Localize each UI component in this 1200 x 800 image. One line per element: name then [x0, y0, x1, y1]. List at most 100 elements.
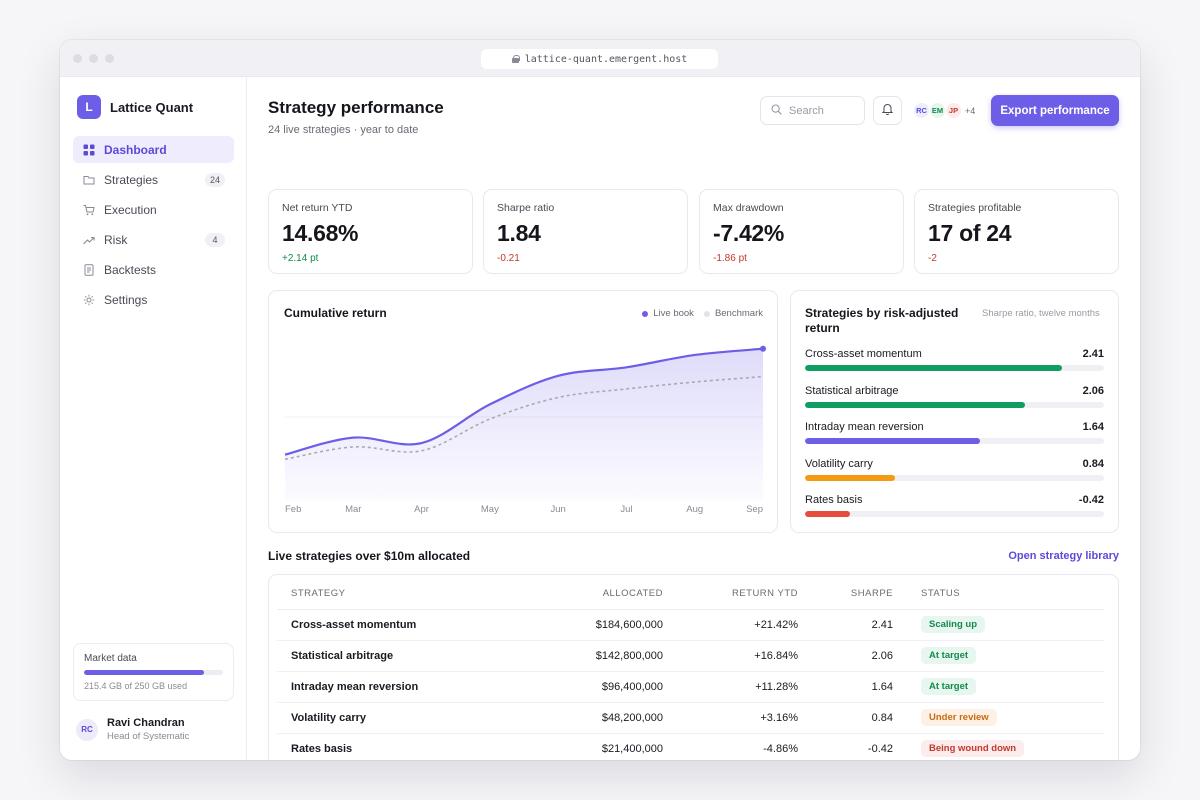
- kpi-delta: +2.14 pt: [282, 253, 319, 264]
- minimize-window-dot[interactable]: [89, 54, 98, 63]
- status-badge: Scaling up: [921, 616, 986, 633]
- ranking-row[interactable]: Cross-asset momentum 2.41: [805, 348, 1104, 385]
- sidebar-item-execution[interactable]: Execution: [73, 196, 234, 223]
- allocated-cell: $96,400,000: [497, 671, 677, 703]
- brand[interactable]: L Lattice Quant: [77, 95, 193, 119]
- chart-legend: Live book Benchmark: [642, 308, 763, 319]
- ranking-name: Volatility carry: [805, 457, 873, 470]
- ranking-value: 1.64: [1082, 421, 1104, 433]
- ranking-bar-track: [805, 511, 1104, 517]
- status-badge: At target: [921, 647, 977, 664]
- kpi-card-max-drawdown: Max drawdown -7.42% -1.86 pt: [699, 189, 904, 274]
- strategy-name: Cross-asset momentum: [277, 609, 497, 641]
- collaborator-avatars[interactable]: RC EM JP +4: [913, 102, 975, 119]
- column-header-return-ytd[interactable]: RETURN YTD: [677, 578, 812, 610]
- column-header-allocated[interactable]: ALLOCATED: [497, 578, 677, 610]
- export-performance-button[interactable]: Export performance: [991, 95, 1119, 126]
- ranking-bar: [805, 474, 895, 481]
- x-tick-label: Mar: [345, 504, 361, 515]
- sidebar-item-dashboard[interactable]: Dashboard: [73, 136, 234, 163]
- trend-icon: [83, 234, 95, 246]
- kpi-delta: -1.86 pt: [713, 253, 747, 264]
- strategies-table-card: STRATEGY ALLOCATED RETURN YTD SHARPE STA…: [268, 574, 1119, 760]
- sidebar-item-settings[interactable]: Settings: [73, 286, 234, 313]
- ranking-row[interactable]: Statistical arbitrage 2.06: [805, 385, 1104, 422]
- maximize-window-dot[interactable]: [105, 54, 114, 63]
- sidebar-item-backtests[interactable]: Backtests: [73, 256, 234, 283]
- ranking-bar-track: [805, 474, 1104, 481]
- status-cell: Under review: [907, 702, 1104, 734]
- status-badge: Under review: [921, 709, 997, 726]
- legend-label: Live book: [653, 308, 694, 319]
- column-header-sharpe[interactable]: SHARPE: [812, 578, 907, 610]
- address-bar[interactable]: lattice-quant.emergent.host: [481, 49, 718, 69]
- legend-item-live: Live book: [642, 308, 694, 319]
- kpi-delta: -2: [928, 253, 937, 264]
- gear-icon: [83, 294, 95, 306]
- ranking-bar-track: [805, 365, 1104, 371]
- ranking-row[interactable]: Intraday mean reversion 1.64: [805, 421, 1104, 458]
- kpi-label: Net return YTD: [282, 202, 353, 214]
- more-avatars-count: +4: [965, 105, 976, 116]
- user-profile[interactable]: RC Ravi Chandran Head of Systematic: [76, 717, 189, 742]
- return-cell: -4.86%: [763, 742, 798, 755]
- ranking-value: 2.41: [1082, 348, 1104, 360]
- open-strategy-library-link[interactable]: Open strategy library: [1008, 550, 1119, 562]
- kpi-value: -7.42%: [713, 220, 785, 246]
- sidebar-item-label: Backtests: [104, 262, 157, 277]
- ranking-bar: [805, 401, 1025, 408]
- ranking-name: Cross-asset momentum: [805, 348, 922, 360]
- avatar: RC: [76, 718, 98, 741]
- kpi-card-sharpe-ratio: Sharpe ratio 1.84 -0.21: [483, 189, 688, 274]
- close-window-dot[interactable]: [73, 54, 82, 63]
- table-row[interactable]: Rates basis $21,400,000 -4.86% -0.42 Bei…: [277, 733, 1104, 760]
- sidebar: L Lattice Quant Dashboard Strategies 24: [60, 77, 247, 760]
- cumulative-return-card: Feb Mar Apr May Jun Jul Aug Sep Cumulative retu…: [268, 290, 778, 533]
- column-header-strategy[interactable]: STRATEGY: [277, 578, 497, 610]
- cart-icon: [83, 204, 95, 216]
- table-row[interactable]: Cross-asset momentum $184,600,000 +21.42…: [277, 609, 1104, 641]
- sidebar-nav: Dashboard Strategies 24 Execution Risk: [73, 136, 234, 316]
- ranking-row[interactable]: Volatility carry 0.84: [805, 458, 1104, 495]
- user-role: Head of Systematic: [107, 731, 190, 742]
- brand-name: Lattice Quant: [110, 99, 194, 115]
- browser-titlebar: lattice-quant.emergent.host: [60, 40, 1140, 77]
- folder-icon: [83, 174, 95, 186]
- main-content: Strategy performance 24 live strategies …: [248, 77, 1140, 760]
- x-tick-label: Sep: [746, 504, 763, 515]
- table-row[interactable]: Statistical arbitrage $142,800,000 +16.8…: [277, 640, 1104, 672]
- table-row[interactable]: Volatility carry $48,200,000 +3.16% 0.84…: [277, 702, 1104, 734]
- sharpe-cell: 0.84: [812, 702, 907, 734]
- chart-title: Cumulative return: [284, 306, 387, 320]
- x-tick-label: Apr: [414, 504, 429, 515]
- x-tick-label: Jul: [620, 504, 632, 515]
- live-book-area: [285, 348, 763, 501]
- live-book-endpoint: [760, 345, 766, 352]
- sidebar-item-risk[interactable]: Risk 4: [73, 226, 234, 253]
- kpi-label: Sharpe ratio: [497, 202, 555, 214]
- window-controls: [73, 54, 114, 63]
- sidebar-item-strategies[interactable]: Strategies 24: [73, 166, 234, 193]
- x-tick-label: Aug: [686, 504, 703, 515]
- page-subtitle: 24 live strategies · year to date: [268, 124, 419, 136]
- strategy-name: Volatility carry: [277, 702, 497, 734]
- table-row[interactable]: Intraday mean reversion $96,400,000 +11.…: [277, 671, 1104, 703]
- ranking-title: Strategies by risk-adjusted return: [805, 306, 959, 335]
- kpi-value: 14.68%: [282, 220, 359, 246]
- avatar: JP: [945, 102, 962, 119]
- grid-icon: [83, 144, 95, 156]
- status-cell: At target: [907, 640, 1104, 672]
- x-tick-label: Jun: [550, 504, 565, 515]
- status-badge: Being wound down: [921, 740, 1025, 758]
- strategy-name: Intraday mean reversion: [277, 671, 497, 703]
- ranking-subtitle: Sharpe ratio, twelve months: [982, 308, 1100, 319]
- x-tick-label: May: [481, 504, 499, 515]
- column-header-status[interactable]: STATUS: [907, 578, 1104, 610]
- kpi-label: Max drawdown: [713, 202, 784, 214]
- notifications-button[interactable]: [873, 96, 902, 125]
- ranking-name: Intraday mean reversion: [805, 421, 924, 433]
- search-input[interactable]: Search: [760, 96, 865, 125]
- ranking-row[interactable]: Rates basis -0.42: [805, 494, 1104, 531]
- kpi-value: 17 of 24: [928, 220, 1012, 246]
- strategies-section-title: Live strategies over $10m allocated: [268, 549, 471, 563]
